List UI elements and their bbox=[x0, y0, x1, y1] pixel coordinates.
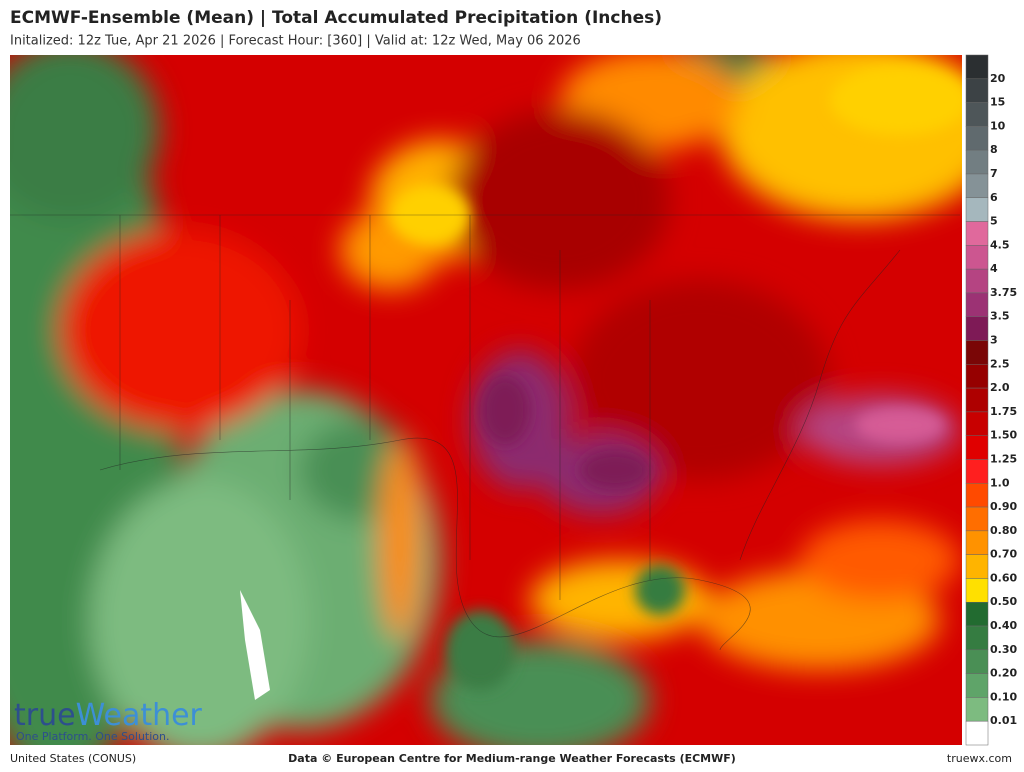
footer-left: United States (CONUS) bbox=[10, 752, 136, 765]
colorbar-cell bbox=[965, 221, 989, 246]
colorbar-label: 4.5 bbox=[990, 238, 1010, 251]
colorbar-label: 10 bbox=[990, 119, 1006, 132]
colorbar-cell bbox=[965, 340, 989, 365]
colorbar-label: 0.10 bbox=[990, 690, 1017, 703]
colorbar-label: 7 bbox=[990, 167, 998, 180]
colorbar-cell bbox=[965, 54, 989, 80]
logo-part: Weather bbox=[76, 698, 203, 733]
colorbar-label: 0.80 bbox=[990, 524, 1017, 537]
colorbar-label: 20 bbox=[990, 72, 1006, 85]
colorbar-cell bbox=[965, 530, 989, 555]
title: ECMWF-Ensemble (Mean) | Total Accumulate… bbox=[10, 8, 662, 28]
colorbar-cell bbox=[965, 316, 989, 341]
colorbar-label: 3.5 bbox=[990, 310, 1010, 323]
colorbar-label: 3 bbox=[990, 334, 998, 347]
colorbar-label: 15 bbox=[990, 96, 1005, 109]
colorbar-label: 5 bbox=[990, 215, 998, 228]
colorbar-label: 1.50 bbox=[990, 429, 1017, 442]
colorbar-label: 0.70 bbox=[990, 548, 1017, 561]
colorbar-label: 0.90 bbox=[990, 500, 1017, 513]
colorbar-label: 0.01 bbox=[990, 714, 1017, 727]
colorbar-label: 6 bbox=[990, 191, 998, 204]
logo: trueWeather bbox=[14, 698, 203, 733]
colorbar-label: 3.75 bbox=[990, 286, 1017, 299]
colorbar-cell bbox=[965, 601, 989, 627]
colorbar-label: 1.75 bbox=[990, 405, 1017, 418]
colorbar-cell bbox=[965, 173, 989, 199]
colorbar-cell bbox=[965, 578, 989, 603]
colorbar-label: 4 bbox=[990, 262, 998, 275]
logo-part: true bbox=[14, 698, 76, 733]
colorbar-cell bbox=[965, 197, 989, 222]
colorbar-label: 2.5 bbox=[990, 357, 1010, 370]
colorbar-cell bbox=[965, 554, 989, 579]
colorbar-label: 8 bbox=[990, 143, 998, 156]
colorbar-label: 1.25 bbox=[990, 452, 1017, 465]
colorbar-cell bbox=[965, 697, 989, 722]
subtitle: Initalized: 12z Tue, Apr 21 2026 | Forec… bbox=[10, 34, 581, 49]
colorbar-cell bbox=[965, 625, 989, 651]
colorbar-cell bbox=[965, 149, 989, 175]
colorbar-cell bbox=[965, 364, 989, 389]
colorbar-cell bbox=[965, 459, 989, 484]
colorbar-label: 0.30 bbox=[990, 643, 1017, 656]
colorbar-cell bbox=[965, 411, 989, 436]
colorbar-label: 2.0 bbox=[990, 381, 1010, 394]
logo-tagline: One Platform. One Solution. bbox=[16, 730, 169, 743]
colorbar-cell bbox=[965, 649, 989, 674]
colorbar-cell bbox=[965, 126, 989, 151]
colorbar-cell bbox=[965, 292, 989, 317]
colorbar-cell bbox=[965, 673, 989, 698]
colorbar-cell bbox=[965, 245, 989, 270]
colorbar-cell bbox=[965, 483, 989, 508]
colorbar-cell bbox=[965, 78, 989, 103]
colorbar-cell bbox=[965, 720, 989, 746]
colorbar-cell bbox=[965, 102, 989, 127]
colorbar-cell bbox=[965, 387, 989, 413]
colorbar-label: 0.50 bbox=[990, 595, 1017, 608]
footer-right: truewx.com bbox=[947, 752, 1012, 765]
footer-center: Data © European Centre for Medium-range … bbox=[288, 752, 736, 765]
colorbar-label: 1.0 bbox=[990, 476, 1010, 489]
colorbar-cell bbox=[965, 268, 989, 294]
colorbar-label: 0.40 bbox=[990, 619, 1017, 632]
colorbar-label: 0.20 bbox=[990, 667, 1017, 680]
colorbar-cell bbox=[965, 435, 989, 460]
colorbar-label: 0.60 bbox=[990, 571, 1017, 584]
colorbar: 20 15 10 8 7 6 5 4.5 4 3.75 3.5 3 2.5 2.0 1.75 1.50 1.25… bbox=[965, 54, 1017, 746]
colorbar-cell bbox=[965, 506, 989, 532]
precip-map bbox=[10, 55, 962, 745]
